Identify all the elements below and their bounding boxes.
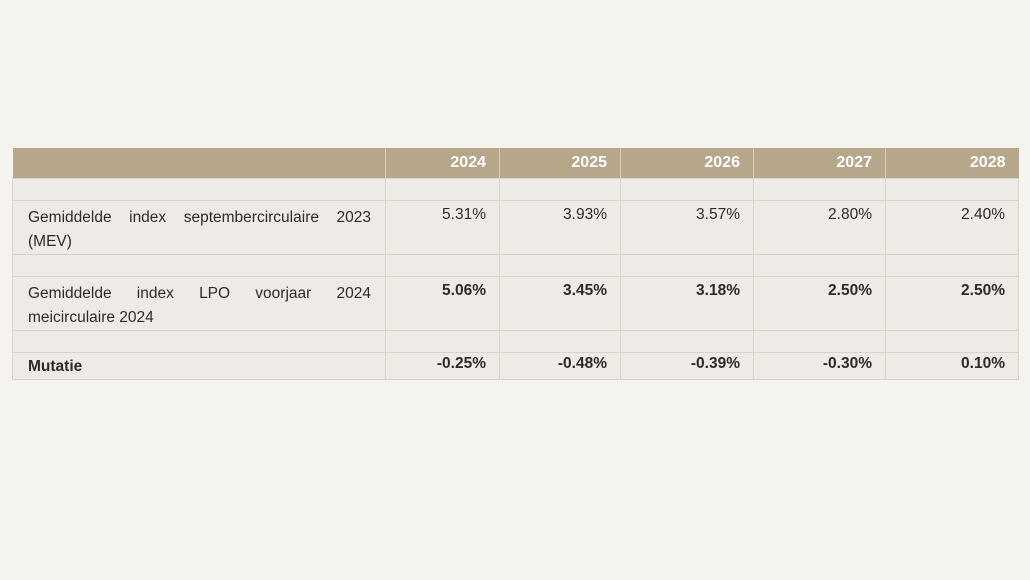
value-cell-2027: 2.80% <box>753 200 886 255</box>
header-cell-2028: 2028 <box>885 148 1019 179</box>
value-cell-2025: 3.45% <box>499 276 621 331</box>
value-cell-2028: 0.10% <box>885 352 1019 380</box>
table-row-lpo: Gemiddelde index LPO voorjaar 2024 meici… <box>12 276 1019 331</box>
spacer-row <box>12 330 1019 353</box>
spacer-row <box>12 178 1019 201</box>
table-row-mutatie: Mutatie -0.25% -0.48% -0.39% -0.30% 0.10… <box>12 352 1019 380</box>
empty-cell <box>620 178 754 201</box>
row-label: Mutatie <box>12 352 386 380</box>
value-cell-2027: -0.30% <box>753 352 886 380</box>
row-label: Gemiddelde index LPO voorjaar 2024 meici… <box>12 276 386 331</box>
empty-cell <box>885 178 1019 201</box>
header-cell-2024: 2024 <box>385 148 500 179</box>
empty-cell <box>753 178 886 201</box>
empty-cell <box>385 178 500 201</box>
value-cell-2024: -0.25% <box>385 352 500 380</box>
value-cell-2026: 3.18% <box>620 276 754 331</box>
row-label: Gemiddelde index septembercirculaire 202… <box>12 200 386 255</box>
empty-cell <box>753 330 886 353</box>
empty-cell <box>12 178 386 201</box>
empty-cell <box>620 330 754 353</box>
value-cell-2024: 5.31% <box>385 200 500 255</box>
value-cell-2026: -0.39% <box>620 352 754 380</box>
empty-cell <box>885 254 1019 277</box>
spacer-row <box>12 254 1019 277</box>
table-row-mev: Gemiddelde index septembercirculaire 202… <box>12 200 1019 255</box>
empty-cell <box>385 330 500 353</box>
empty-cell <box>12 254 386 277</box>
value-cell-2025: -0.48% <box>499 352 621 380</box>
table-header-row: 2024 2025 2026 2027 2028 <box>12 148 1019 179</box>
header-cell-2026: 2026 <box>620 148 754 179</box>
value-cell-2027: 2.50% <box>753 276 886 331</box>
empty-cell <box>753 254 886 277</box>
value-cell-2024: 5.06% <box>385 276 500 331</box>
empty-cell <box>499 330 621 353</box>
empty-cell <box>499 178 621 201</box>
empty-cell <box>385 254 500 277</box>
value-cell-2028: 2.40% <box>885 200 1019 255</box>
header-cell-2025: 2025 <box>499 148 621 179</box>
empty-cell <box>885 330 1019 353</box>
value-cell-2025: 3.93% <box>499 200 621 255</box>
index-comparison-table: 2024 2025 2026 2027 2028 Gemiddelde inde… <box>12 148 1019 380</box>
empty-cell <box>499 254 621 277</box>
empty-cell <box>12 330 386 353</box>
value-cell-2028: 2.50% <box>885 276 1019 331</box>
header-cell-2027: 2027 <box>753 148 886 179</box>
value-cell-2026: 3.57% <box>620 200 754 255</box>
empty-cell <box>620 254 754 277</box>
header-cell-label <box>12 148 386 179</box>
